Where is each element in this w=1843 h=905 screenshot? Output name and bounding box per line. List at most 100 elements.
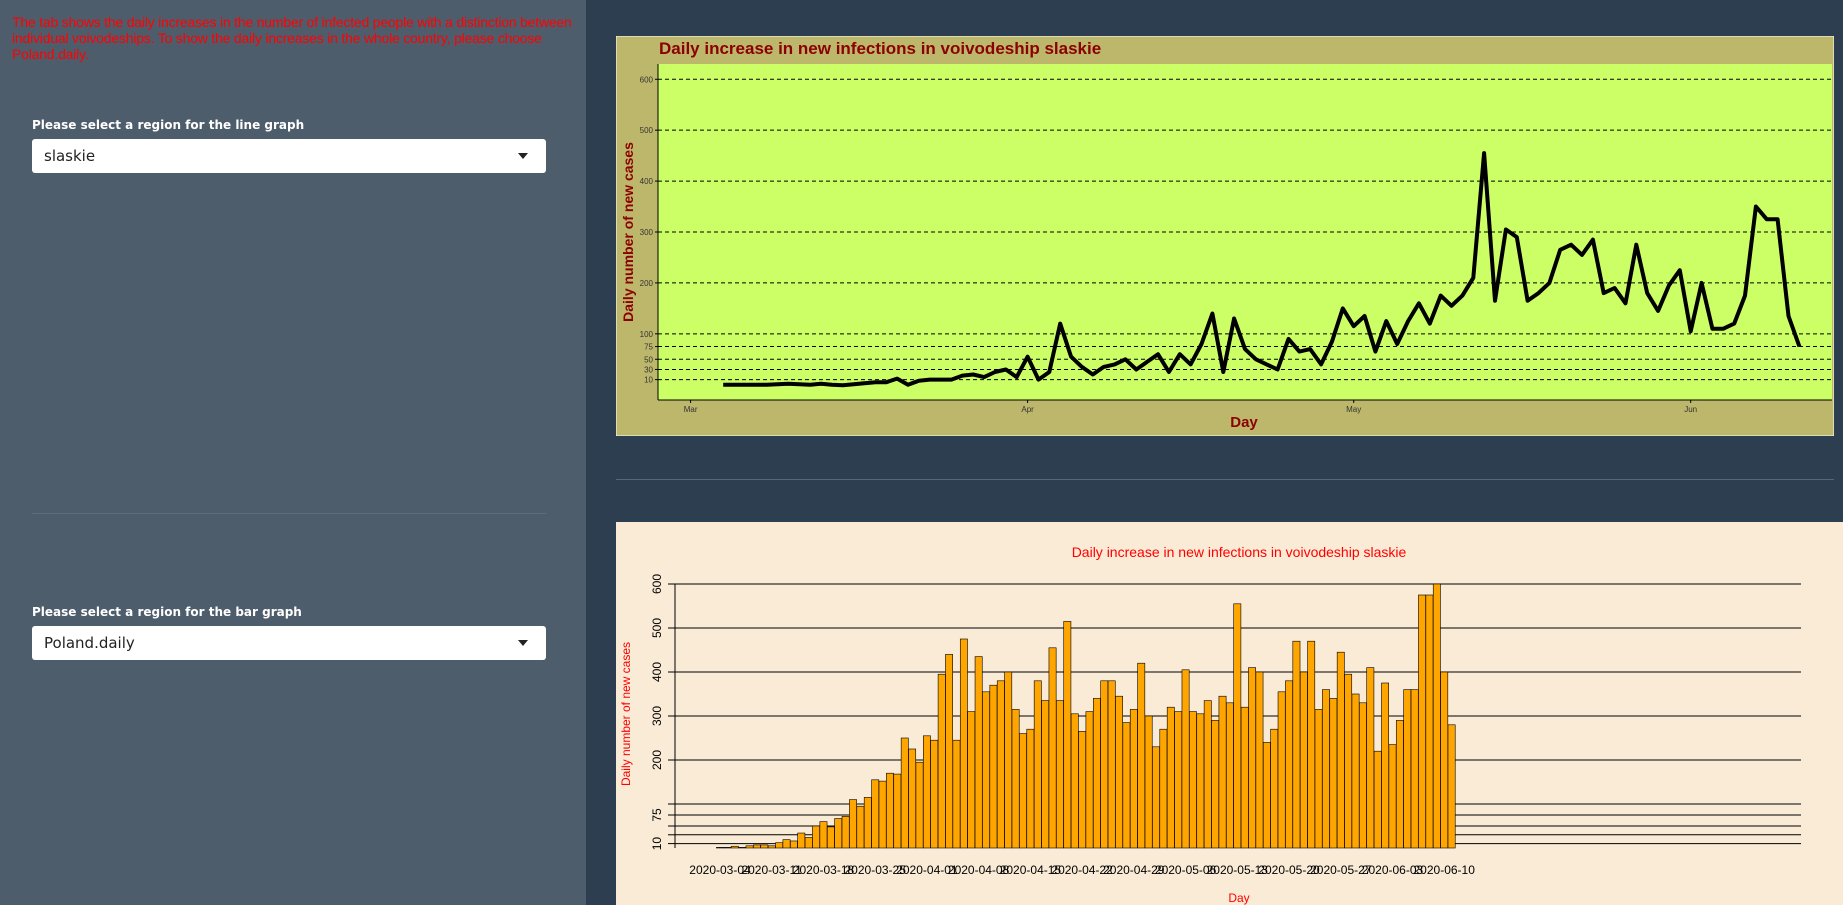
bar-chart-bar [856,805,865,849]
bar-chart-bar [1041,700,1050,849]
bar-chart-bar [1240,706,1249,849]
bar-chart-xlabel: Day [1228,891,1249,905]
line-chart-xtick-label: Jun [1684,405,1697,414]
bar-chart-bar [1107,680,1116,849]
bar-chart-bar [900,737,909,849]
bar-chart-xtick-label: 2020-04-29 [1103,863,1165,877]
line-chart-xlabel: Day [1230,414,1258,431]
bar-chart-ytick-label: 300 [650,706,664,726]
line-graph-region-select[interactable]: slaskie [32,139,546,173]
bar-chart-bar [1359,702,1367,849]
bar-chart-bar [1314,709,1323,849]
sidebar-divider [32,513,546,514]
bar-chart-bar [819,821,828,849]
bar-chart-bar [1196,713,1205,849]
bar-chart-ytick-label: 600 [650,574,664,594]
bar-chart-bar [849,799,857,849]
bar-chart-bar [1092,698,1101,849]
bar-chart-xtick-label: 2020-04-08 [948,863,1010,877]
bar-chart-bar [1100,680,1109,849]
bar-chart-ytick-label: 500 [650,618,664,638]
bar-chart-xtick-label: 2020-04-01 [896,863,958,877]
bar-chart-bar [937,673,946,849]
bar-chart-ytick-label: 10 [650,837,664,851]
bar-chart-bar [834,818,843,849]
bar-chart-bar [1248,667,1256,849]
bar-chart-bar [915,761,924,849]
bar-chart-bar [886,772,894,849]
bar-chart-bar [841,816,850,849]
bar-graph-region-value: Poland.daily [44,634,135,652]
bar-chart-bar [1026,728,1035,849]
bar-chart-bar [1388,744,1397,849]
bar-chart-bar [923,735,931,849]
bar-graph-region-select[interactable]: Poland.daily [32,626,546,660]
bar-chart-bar [745,845,754,849]
line-series-slaskie [723,151,1802,388]
bar-chart-bar [871,779,880,849]
bar-chart-bar [797,832,806,849]
bar-chart-title: Daily increase in new infections in voiv… [1072,544,1407,560]
bar-chart-bar [782,839,791,849]
bar-chart-bar [893,773,902,849]
bar-chart-bar [1329,698,1338,849]
bar-chart-bar [1410,689,1419,849]
bar-chart-bar [767,845,776,849]
bar-chart-bar [945,654,953,849]
line-chart-ytick-label: 500 [640,126,654,135]
bar-chart-xtick-label: 2020-03-25 [845,863,907,877]
bar-chart-xtick-label: 2020-03-18 [793,863,855,877]
line-chart-ytick-label: 75 [644,343,653,352]
bar-chart-bar [1322,689,1330,849]
line-chart-ytick-label: 300 [640,228,654,237]
bar-chart-bar [1418,594,1426,849]
bar-chart-bar [996,680,1005,849]
bar-chart-bar [1344,673,1353,849]
bar-chart-bar [1011,709,1020,849]
bar-chart-bar [1373,750,1382,849]
chevron-down-icon [518,640,528,646]
bar-chart-xtick-label: 2020-05-20 [1258,863,1320,877]
line-chart-ytick-label: 400 [640,177,654,186]
bar-chart-xtick-label: 2020-04-22 [1051,863,1113,877]
line-chart-ytick-label: 200 [640,279,654,288]
line-chart-ytick-label: 30 [644,365,653,374]
line-chart-title: Daily increase in new infections in voiv… [659,39,1101,58]
bar-chart-bar [1255,671,1264,849]
bar-chart-xtick-label: 2020-06-03 [1362,863,1424,877]
intro-text: The tab shows the daily increases in the… [12,14,572,62]
bar-chart-bar [1159,728,1168,849]
bar-chart-ytick-label: 400 [650,662,664,682]
bar-chart-bar [1085,711,1094,849]
bar-chart: 10 75 200 300 400 500 600 2020-03-042020-03-11… [616,522,1843,905]
bar-chart-bar [1129,709,1138,849]
bar-chart-bar [974,656,983,849]
line-chart-xtick-label: Mar [684,405,698,414]
bar-chart-bar [1425,594,1434,849]
sidebar-panel: The tab shows the daily increases in the… [0,0,586,905]
bar-chart-bar [1226,702,1234,849]
line-chart-ytick-label: 10 [644,376,653,385]
bar-chart-bar [1366,667,1375,849]
bar-chart-bar [930,739,939,849]
bar-chart-bar [1351,693,1360,849]
bar-chart-bar [1395,720,1404,849]
bar-graph-region-label: Please select a region for the bar graph [32,605,302,619]
bar-chart-bar [1056,700,1064,849]
bar-chart-xtick-label: 2020-04-15 [1000,863,1062,877]
bar-chart-bar [982,691,990,849]
line-chart-xtick-label: Apr [1021,405,1034,414]
bar-chart-bar [1181,669,1190,849]
bar-chart-bar [1218,695,1227,849]
bar-chart-bar [1004,671,1013,849]
bar-chart-bar [716,847,724,849]
bar-chart-bar [878,780,887,849]
bar-chart-ylabel: Daily number of new cases [619,642,633,786]
bar-chart-bar [1203,700,1212,849]
bar-chart-xtick-label: 2020-03-04 [689,863,751,877]
bar-chart-bar [1033,680,1042,849]
bar-chart-bar [1144,715,1153,849]
bar-chart-bar [1262,742,1271,849]
bar-chart-bar [1211,720,1220,849]
